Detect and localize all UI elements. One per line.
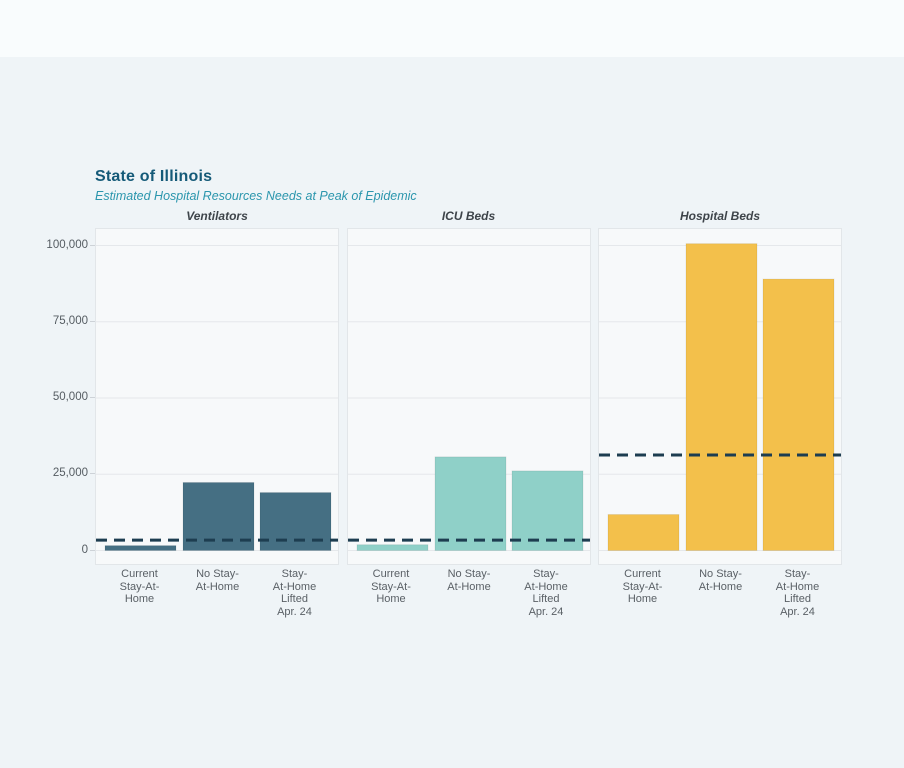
x-tick-label: Stay- At-Home Lifted Apr. 24 xyxy=(775,568,820,618)
x-tick-label: Current Stay-At- Home xyxy=(371,568,411,605)
y-axis-tick xyxy=(90,320,95,322)
y-axis-tick xyxy=(90,244,95,246)
panel-plot-area xyxy=(347,245,590,552)
x-tick-label: No Stay- At-Home xyxy=(195,568,240,593)
x-tick-label: No Stay- At-Home xyxy=(698,568,743,593)
y-tick-label: 100,000 xyxy=(46,238,88,251)
y-tick-label: 0 xyxy=(81,543,88,556)
bar-current-stay-at-home xyxy=(104,545,177,551)
y-axis-tick xyxy=(90,473,95,475)
x-tick-label: Stay- At-Home Lifted Apr. 24 xyxy=(272,568,317,618)
y-tick-label: 75,000 xyxy=(52,314,88,327)
bar-stay-at-home-lifted-apr-24 xyxy=(762,278,835,552)
panel-ventilators xyxy=(95,228,339,565)
chart-title: State of Illinois xyxy=(95,168,213,185)
panel-hospital-beds xyxy=(598,228,842,565)
bar-current-stay-at-home xyxy=(607,514,680,552)
bar-no-stay-at-home xyxy=(434,456,506,552)
bar-stay-at-home-lifted-apr-24 xyxy=(511,470,583,552)
y-tick-label: 50,000 xyxy=(52,391,88,403)
x-tick-label: Current Stay-At- Home xyxy=(119,568,160,605)
page-top-band xyxy=(0,0,904,57)
x-tick-label: Stay- At-Home Lifted Apr. 24 xyxy=(524,568,568,618)
x-tick-label: No Stay- At-Home xyxy=(447,568,491,593)
panel-plot-area xyxy=(96,245,338,551)
y-tick-label: 25,000 xyxy=(52,467,88,480)
bar-current-stay-at-home xyxy=(356,544,428,551)
panel-plot-area xyxy=(599,243,841,552)
bar-no-stay-at-home xyxy=(685,243,758,551)
y-axis-tick xyxy=(90,397,95,398)
panel-title: Hospital Beds xyxy=(679,209,760,223)
panel-title: Ventilators xyxy=(186,209,248,223)
panel-title: ICU Beds xyxy=(441,209,496,223)
bar-stay-at-home-lifted-apr-24 xyxy=(259,492,332,551)
panel-icu-beds xyxy=(346,228,591,565)
y-axis-tick xyxy=(90,549,95,551)
chart-subtitle: Estimated Hospital Resources Needs at Pe… xyxy=(95,189,417,203)
x-tick-label: Current Stay-At- Home xyxy=(622,568,663,605)
